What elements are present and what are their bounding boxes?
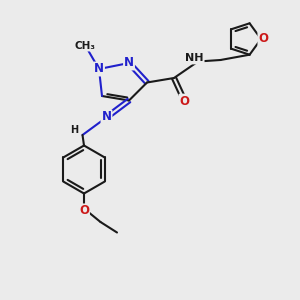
- Text: H: H: [70, 124, 78, 135]
- Text: CH₃: CH₃: [75, 40, 96, 51]
- Text: O: O: [79, 204, 89, 218]
- Text: O: O: [179, 94, 190, 108]
- Text: NH: NH: [185, 53, 204, 64]
- Text: N: N: [124, 56, 134, 70]
- Text: O: O: [258, 32, 268, 46]
- Text: N: N: [101, 110, 112, 124]
- Text: N: N: [94, 62, 104, 76]
